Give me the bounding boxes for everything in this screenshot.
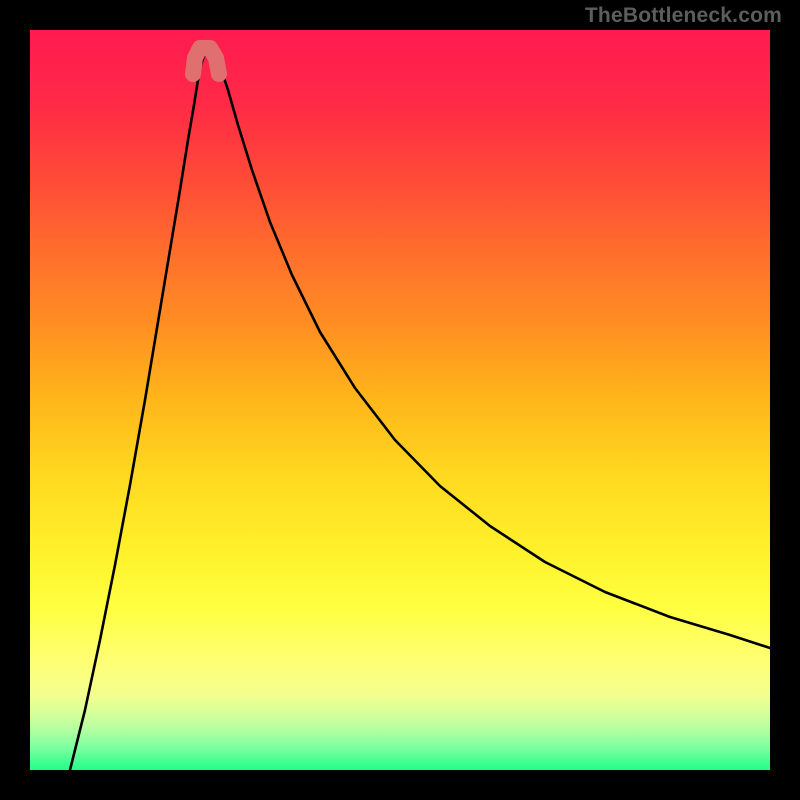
chart-frame: TheBottleneck.com [0,0,800,800]
watermark-text: TheBottleneck.com [585,4,782,28]
chart-background [30,30,770,770]
bottleneck-chart [0,0,800,800]
